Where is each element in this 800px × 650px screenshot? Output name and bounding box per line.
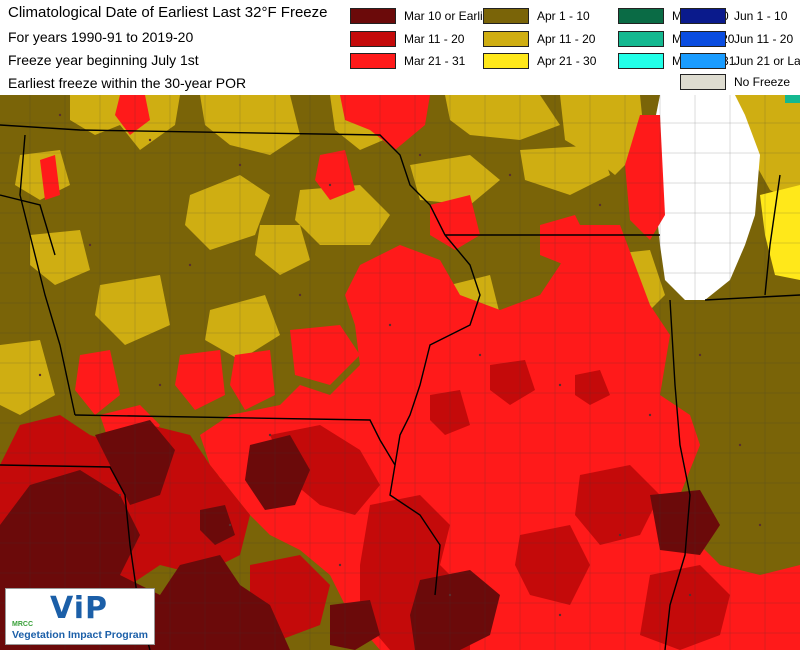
legend-label: Apr 21 - 30 — [537, 53, 597, 68]
legend-item: Apr 11 - 20 — [483, 30, 595, 47]
legend-item: Jun 11 - 20 — [680, 30, 793, 47]
legend-item: Mar 10 or Earlier — [350, 7, 493, 24]
freeze-date-map — [0, 95, 800, 650]
legend-item: Jun 21 or Later — [680, 52, 800, 69]
period-subtitle: For years 1990-91 to 2019-20 — [8, 29, 194, 45]
legend-swatch — [618, 52, 664, 69]
legend-swatch — [680, 73, 726, 90]
legend-swatch — [680, 52, 726, 69]
logo-org-mark: MRCC — [12, 621, 33, 628]
freeze-year-note: Freeze year beginning July 1st — [8, 52, 199, 68]
apr-21-30-region — [760, 185, 800, 280]
legend-swatch — [350, 30, 396, 47]
legend-item: Jun 1 - 10 — [680, 7, 787, 24]
legend-swatch — [483, 7, 529, 24]
station-markers — [38, 113, 762, 617]
county-boundaries — [0, 95, 800, 650]
legend-swatch — [680, 30, 726, 47]
may-11-20-region — [785, 95, 800, 103]
legend-label: Apr 11 - 20 — [537, 31, 596, 46]
legend-label: Mar 11 - 20 — [404, 31, 465, 46]
legend-item: Mar 21 - 31 — [350, 52, 465, 69]
logo-subtitle: Vegetation Impact Program — [12, 629, 148, 641]
vip-logo: MRCC ViP Vegetation Impact Program — [5, 588, 155, 645]
map-header: Climatological Date of Earliest Last 32°… — [0, 0, 800, 95]
lake-michigan — [650, 95, 760, 300]
legend-swatch — [483, 30, 529, 47]
legend-swatch — [350, 7, 396, 24]
legend-label: Mar 21 - 31 — [404, 53, 466, 68]
map-canvas — [0, 95, 800, 650]
legend-item: Apr 1 - 10 — [483, 7, 590, 24]
legend-label: Jun 21 or Later — [734, 53, 800, 68]
statistic-note: Earliest freeze within the 30-year POR — [8, 75, 247, 91]
legend-label: No Freeze — [734, 74, 791, 89]
legend-item: Mar 11 - 20 — [350, 30, 464, 47]
legend-swatch — [350, 52, 396, 69]
legend-swatch — [618, 30, 664, 47]
legend-swatch — [618, 7, 664, 24]
legend-swatch — [483, 52, 529, 69]
legend-label: Jun 11 - 20 — [734, 31, 794, 46]
map-title: Climatological Date of Earliest Last 32°… — [8, 4, 328, 21]
logo-wordmark: ViP — [50, 591, 108, 626]
legend-label: Jun 1 - 10 — [734, 8, 788, 23]
legend-item: No Freeze — [680, 73, 790, 90]
mar-21-31-regions — [40, 95, 800, 650]
legend-label: Mar 10 or Earlier — [404, 8, 494, 23]
legend-swatch — [680, 7, 726, 24]
legend-item: Apr 21 - 30 — [483, 52, 596, 69]
legend-label: Apr 1 - 10 — [537, 8, 590, 23]
